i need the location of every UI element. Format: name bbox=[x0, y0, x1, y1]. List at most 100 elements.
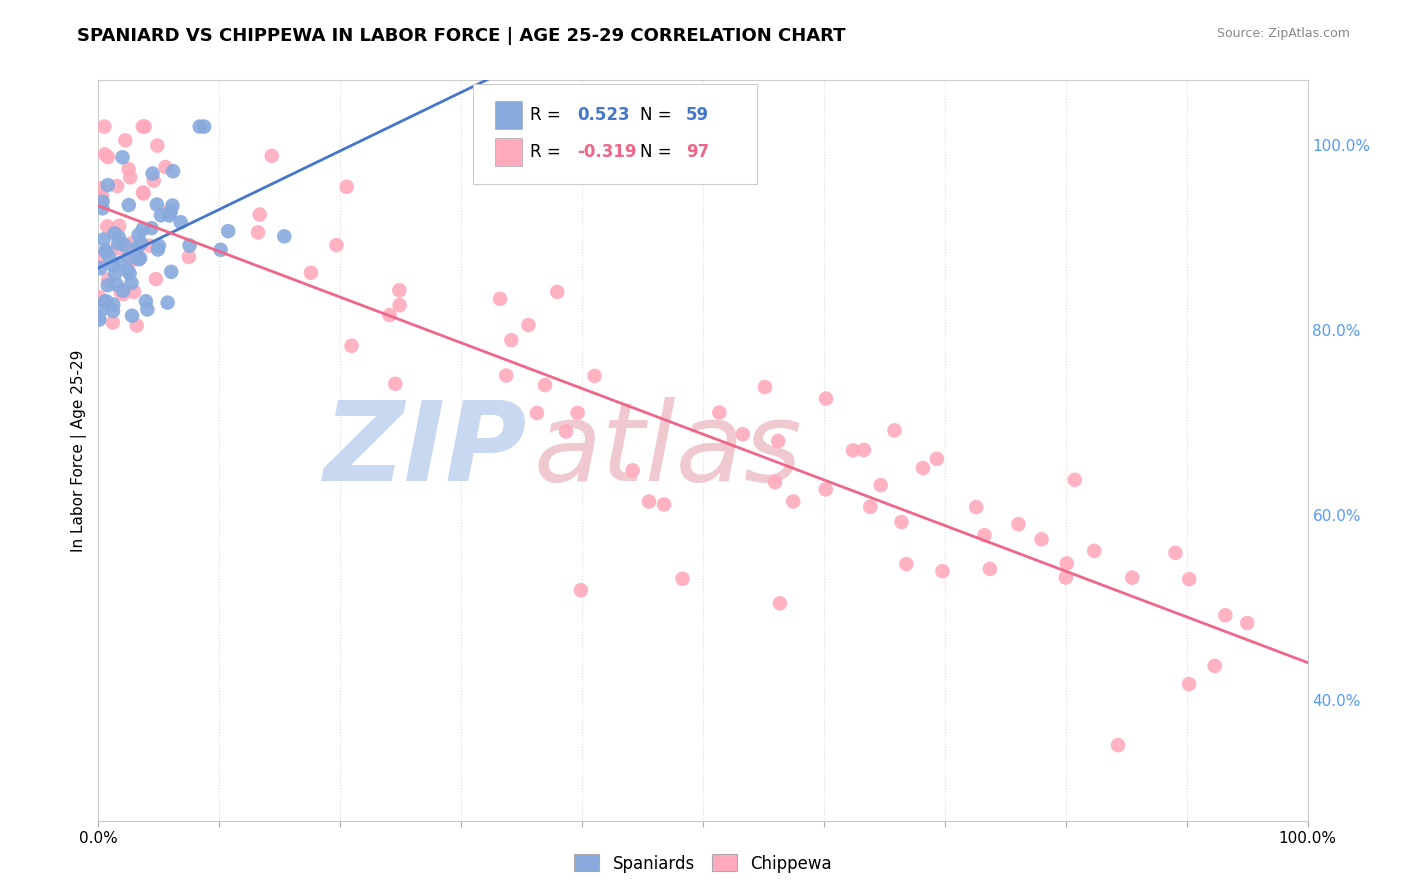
Point bbox=[179, 238, 201, 252]
Point bbox=[883, 423, 905, 437]
Point bbox=[517, 318, 540, 332]
Point bbox=[1178, 572, 1201, 586]
Point bbox=[583, 369, 606, 384]
Point bbox=[134, 120, 156, 134]
Point bbox=[299, 266, 322, 280]
Point bbox=[120, 170, 142, 185]
Point bbox=[91, 194, 114, 209]
Point bbox=[731, 427, 754, 442]
Point bbox=[117, 162, 139, 177]
Point bbox=[388, 283, 411, 297]
Point bbox=[91, 202, 114, 216]
Point bbox=[159, 204, 181, 219]
Point bbox=[146, 197, 169, 211]
Point bbox=[671, 572, 693, 586]
Point bbox=[1215, 608, 1237, 623]
Point bbox=[89, 250, 111, 264]
Point bbox=[135, 294, 157, 309]
Point bbox=[260, 149, 283, 163]
Point bbox=[125, 318, 148, 333]
Point bbox=[495, 368, 517, 383]
Point bbox=[814, 392, 837, 406]
Point bbox=[852, 442, 875, 457]
Point bbox=[121, 309, 143, 323]
Point bbox=[1056, 557, 1078, 571]
Point bbox=[890, 515, 912, 529]
Point bbox=[108, 241, 131, 255]
Point bbox=[1063, 473, 1085, 487]
Point bbox=[149, 208, 172, 222]
Point bbox=[489, 292, 512, 306]
Point bbox=[193, 120, 215, 134]
Point bbox=[155, 160, 177, 174]
Point bbox=[132, 186, 155, 200]
Point bbox=[925, 451, 948, 466]
Point bbox=[842, 443, 865, 458]
Point bbox=[132, 120, 155, 134]
Point bbox=[110, 285, 132, 299]
Point bbox=[534, 378, 557, 392]
Point bbox=[118, 198, 141, 212]
Point bbox=[91, 189, 114, 203]
Point bbox=[96, 244, 118, 258]
Point bbox=[146, 138, 169, 153]
Point bbox=[555, 425, 578, 439]
Point bbox=[121, 252, 143, 267]
Point bbox=[103, 258, 125, 272]
Point bbox=[112, 284, 135, 298]
Point bbox=[1083, 544, 1105, 558]
Point bbox=[121, 276, 143, 290]
Point bbox=[97, 150, 120, 164]
Point bbox=[814, 483, 837, 497]
Point bbox=[931, 564, 953, 578]
Point bbox=[89, 312, 111, 326]
Point bbox=[188, 120, 211, 134]
Point bbox=[911, 461, 934, 475]
Point bbox=[388, 298, 411, 312]
Point bbox=[782, 494, 804, 508]
Point bbox=[1178, 677, 1201, 691]
Text: -0.319: -0.319 bbox=[578, 143, 637, 161]
Point bbox=[340, 339, 363, 353]
FancyBboxPatch shape bbox=[474, 84, 758, 184]
Point bbox=[709, 405, 731, 419]
Point bbox=[128, 252, 150, 267]
Text: N =: N = bbox=[640, 143, 678, 161]
Point bbox=[763, 475, 786, 490]
Point bbox=[209, 243, 232, 257]
Point bbox=[1164, 546, 1187, 560]
Point bbox=[107, 236, 129, 251]
Point bbox=[128, 227, 150, 242]
Text: 0.523: 0.523 bbox=[578, 106, 630, 124]
Point bbox=[973, 528, 995, 542]
Point bbox=[869, 478, 891, 492]
Point bbox=[754, 380, 776, 394]
Text: ZIP: ZIP bbox=[325, 397, 527, 504]
Point bbox=[156, 295, 179, 310]
Point bbox=[112, 237, 135, 252]
Point bbox=[138, 238, 160, 252]
Point bbox=[247, 226, 270, 240]
Point bbox=[101, 304, 124, 318]
Point bbox=[101, 316, 124, 330]
Point bbox=[638, 494, 661, 508]
Text: R =: R = bbox=[530, 143, 567, 161]
Point bbox=[87, 310, 110, 325]
Point bbox=[117, 263, 139, 277]
Point bbox=[96, 219, 118, 234]
Point bbox=[156, 205, 179, 219]
Point bbox=[129, 236, 152, 251]
Text: R =: R = bbox=[530, 106, 567, 124]
Point bbox=[111, 150, 134, 164]
Point bbox=[217, 224, 239, 238]
Point bbox=[97, 272, 120, 286]
Point bbox=[162, 198, 184, 212]
Point bbox=[621, 463, 644, 477]
Text: N =: N = bbox=[640, 106, 678, 124]
Point bbox=[378, 308, 401, 322]
Point bbox=[162, 164, 184, 178]
Point bbox=[142, 173, 165, 187]
Point bbox=[141, 221, 163, 235]
Point bbox=[170, 215, 193, 229]
Point bbox=[89, 290, 111, 304]
